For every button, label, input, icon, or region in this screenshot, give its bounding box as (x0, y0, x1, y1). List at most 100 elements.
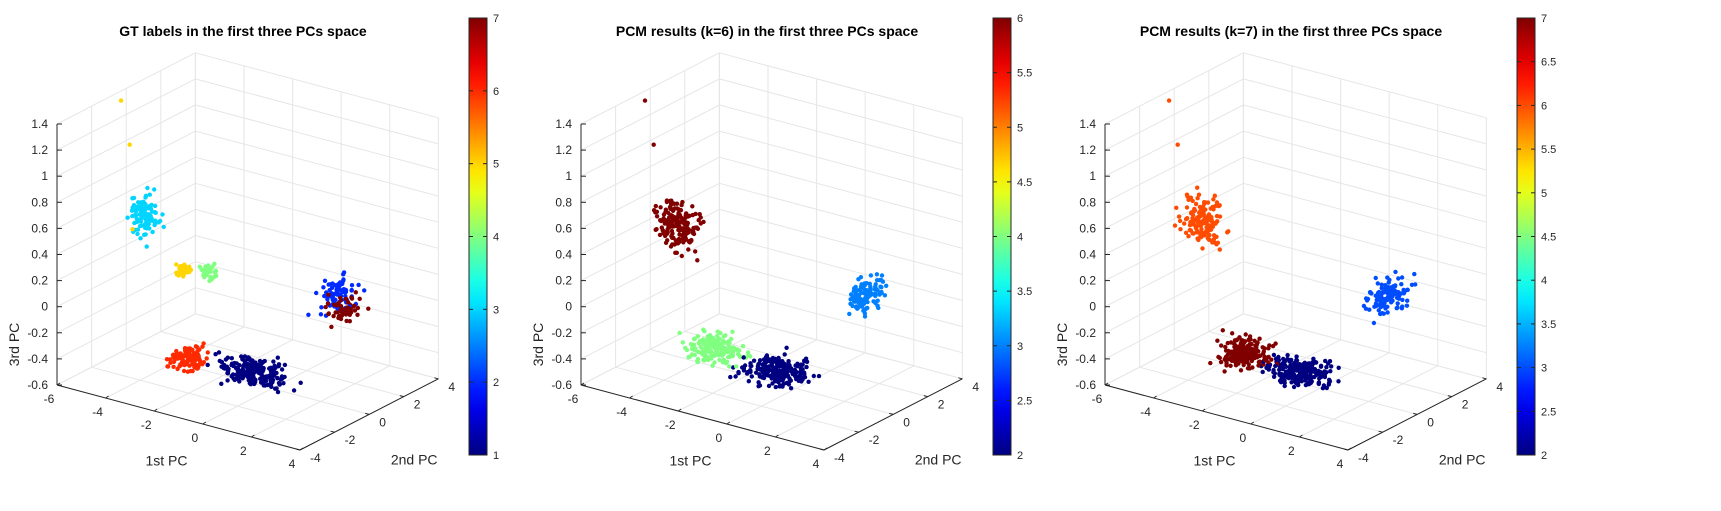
x-tick-label: -4 (616, 405, 627, 419)
data-point (853, 289, 859, 294)
data-point (877, 291, 882, 296)
data-point (1367, 307, 1372, 312)
data-point (135, 227, 141, 232)
colorbar-tick-label: 2.5 (1017, 395, 1032, 407)
data-point (153, 210, 158, 215)
data-point (353, 290, 358, 295)
data-point (770, 373, 775, 378)
data-point (718, 346, 723, 351)
data-point (185, 270, 190, 275)
data-point (710, 363, 715, 368)
z-tick-label: -0.6 (1075, 378, 1096, 392)
data-point (201, 360, 207, 365)
data-point (212, 261, 217, 266)
data-point (691, 231, 697, 237)
data-point (868, 288, 873, 293)
data-point (1214, 234, 1219, 239)
data-point (1186, 234, 1191, 239)
data-point (698, 221, 703, 226)
y-tick-label: 4 (1496, 380, 1503, 394)
data-point (152, 222, 157, 228)
data-point (673, 250, 678, 255)
data-point (848, 301, 853, 306)
data-point (1277, 378, 1283, 383)
x-tick-label: 2 (240, 444, 247, 458)
chart-title: GT labels in the first three PCs space (119, 23, 367, 39)
data-point (275, 389, 281, 395)
data-point (1402, 290, 1407, 295)
data-point (741, 355, 746, 360)
data-point (1306, 361, 1311, 366)
data-point (1195, 196, 1200, 201)
data-point (171, 352, 176, 357)
data-point (1286, 375, 1292, 381)
data-point (202, 275, 207, 280)
data-point (683, 236, 688, 241)
data-point (225, 378, 230, 383)
data-point (873, 291, 878, 296)
data-point (325, 301, 331, 306)
data-point (781, 376, 786, 381)
data-point (1198, 213, 1204, 219)
z-tick-label: 1.4 (31, 117, 48, 131)
data-point (279, 367, 285, 372)
data-point (850, 294, 856, 299)
data-point (1385, 289, 1390, 294)
data-point (1243, 332, 1248, 337)
data-point (235, 365, 240, 371)
data-point (207, 278, 212, 284)
data-point (326, 292, 331, 297)
data-point (669, 221, 674, 226)
data-point (1373, 275, 1378, 281)
data-point (864, 306, 869, 311)
data-point (1323, 358, 1328, 364)
data-point (1225, 352, 1230, 358)
data-point (326, 282, 331, 287)
data-point (1223, 344, 1228, 350)
data-point (338, 304, 343, 309)
data-point (690, 204, 695, 209)
data-point (1216, 354, 1221, 360)
scatter-points (118, 98, 371, 395)
data-point (219, 381, 224, 386)
data-point (798, 374, 804, 380)
data-point (174, 270, 179, 275)
data-point (730, 329, 735, 334)
data-point (205, 362, 210, 368)
data-point (1287, 365, 1292, 370)
data-point (691, 336, 697, 342)
data-point (1293, 362, 1298, 367)
data-point (1336, 365, 1341, 370)
data-point (1249, 351, 1254, 356)
data-point (1379, 285, 1384, 291)
z-tick-label: -0.2 (1075, 326, 1096, 340)
data-point (323, 304, 328, 310)
data-point (690, 346, 695, 352)
data-point (239, 370, 244, 375)
data-point (219, 364, 224, 369)
data-point (665, 222, 671, 227)
data-point (1235, 358, 1241, 363)
data-point (342, 289, 347, 295)
data-point (1400, 304, 1405, 309)
data-point (250, 372, 255, 377)
data-point (1198, 208, 1203, 214)
data-point (1216, 203, 1222, 209)
data-point (338, 288, 344, 293)
x-axis-label: 1st PC (1193, 453, 1235, 469)
data-point (715, 337, 720, 342)
data-point (356, 282, 361, 288)
data-point (1203, 207, 1208, 212)
data-point (756, 384, 761, 389)
data-point (736, 369, 741, 375)
data-point (139, 208, 144, 213)
data-point (1226, 348, 1231, 354)
x-tick-label: 4 (289, 457, 296, 471)
data-point (281, 381, 286, 386)
colorbar-tick-label: 4 (1017, 232, 1023, 244)
data-point (1219, 343, 1224, 348)
data-point (1271, 370, 1276, 375)
data-point (1287, 357, 1292, 363)
data-point (1318, 369, 1323, 375)
z-tick-label: 0.8 (1079, 195, 1096, 209)
